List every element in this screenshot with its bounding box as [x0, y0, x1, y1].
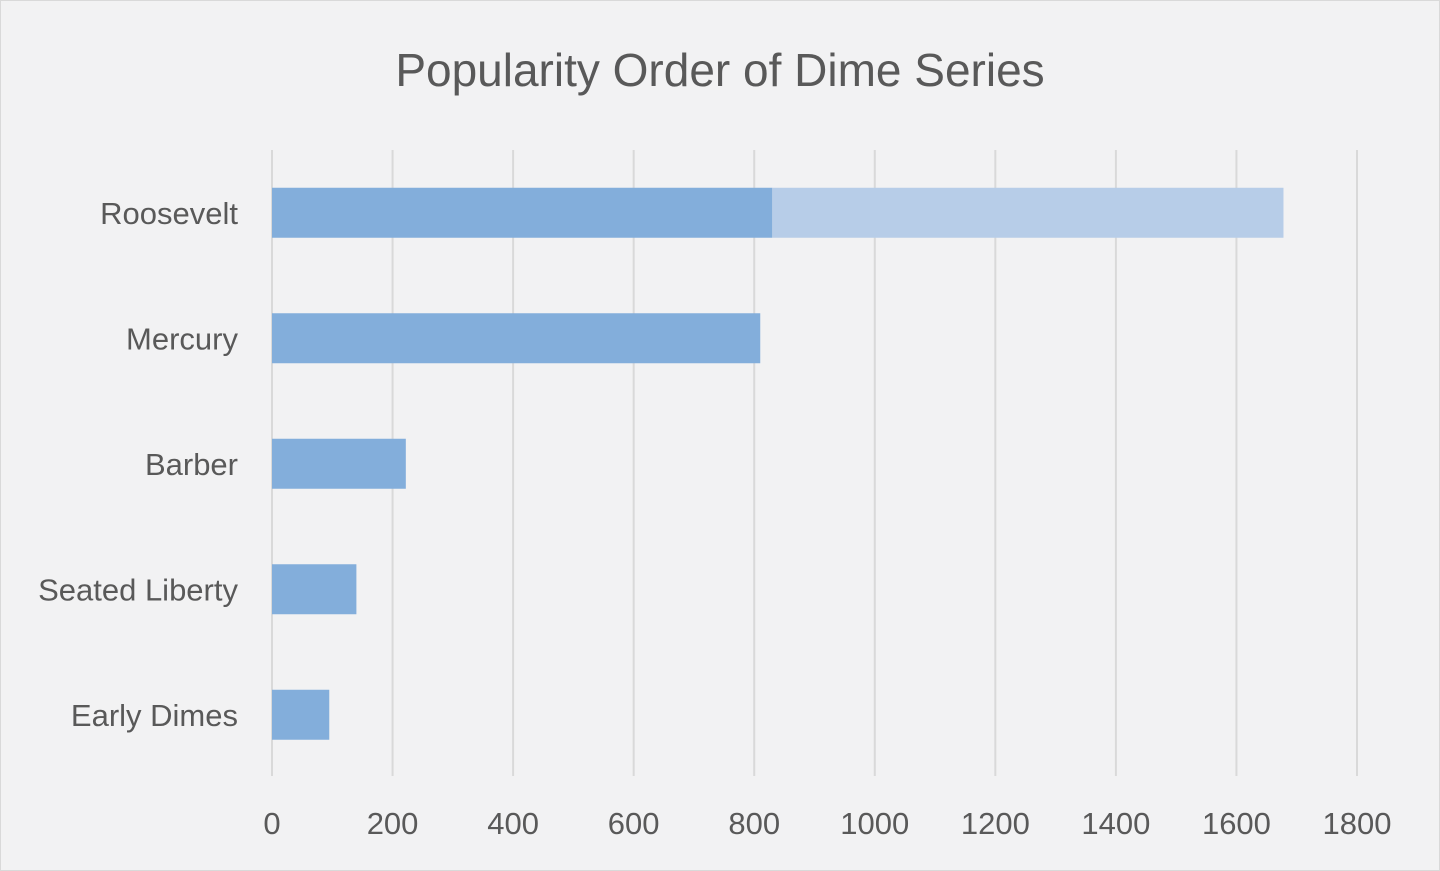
category-label: Early Dimes	[71, 698, 238, 733]
x-tick-label: 400	[487, 806, 539, 841]
x-tick-label: 800	[728, 806, 780, 841]
x-tick-label: 1000	[840, 806, 909, 841]
x-tick-label: 600	[608, 806, 660, 841]
bar-seated-liberty-segment-1	[272, 564, 357, 615]
bars	[272, 187, 1284, 740]
bar-barber-segment-1	[272, 438, 406, 489]
x-tick-label: 200	[367, 806, 419, 841]
x-axis-tick-labels: 0 200 400 600 800 1000 1200 1400 1600 1800	[263, 806, 1391, 841]
category-label: Roosevelt	[100, 196, 238, 231]
bar-roosevelt-segment-1	[272, 187, 773, 238]
chart-title: Popularity Order of Dime Series	[395, 44, 1045, 96]
gridlines	[271, 150, 1358, 776]
bar-mercury-segment-1	[272, 313, 761, 364]
x-tick-label: 1600	[1202, 806, 1271, 841]
category-label: Seated Liberty	[38, 572, 238, 607]
x-tick-label: 1200	[961, 806, 1030, 841]
bar-early-dimes-segment-1	[272, 689, 330, 740]
category-label: Mercury	[126, 321, 238, 356]
x-tick-label: 1800	[1323, 806, 1392, 841]
x-tick-label: 0	[263, 806, 280, 841]
bar-roosevelt-segment-2	[772, 187, 1284, 238]
y-axis-category-labels: Roosevelt Mercury Barber Seated Liberty Earl…	[38, 196, 238, 733]
x-tick-label: 1400	[1081, 806, 1150, 841]
category-label: Barber	[145, 447, 238, 482]
